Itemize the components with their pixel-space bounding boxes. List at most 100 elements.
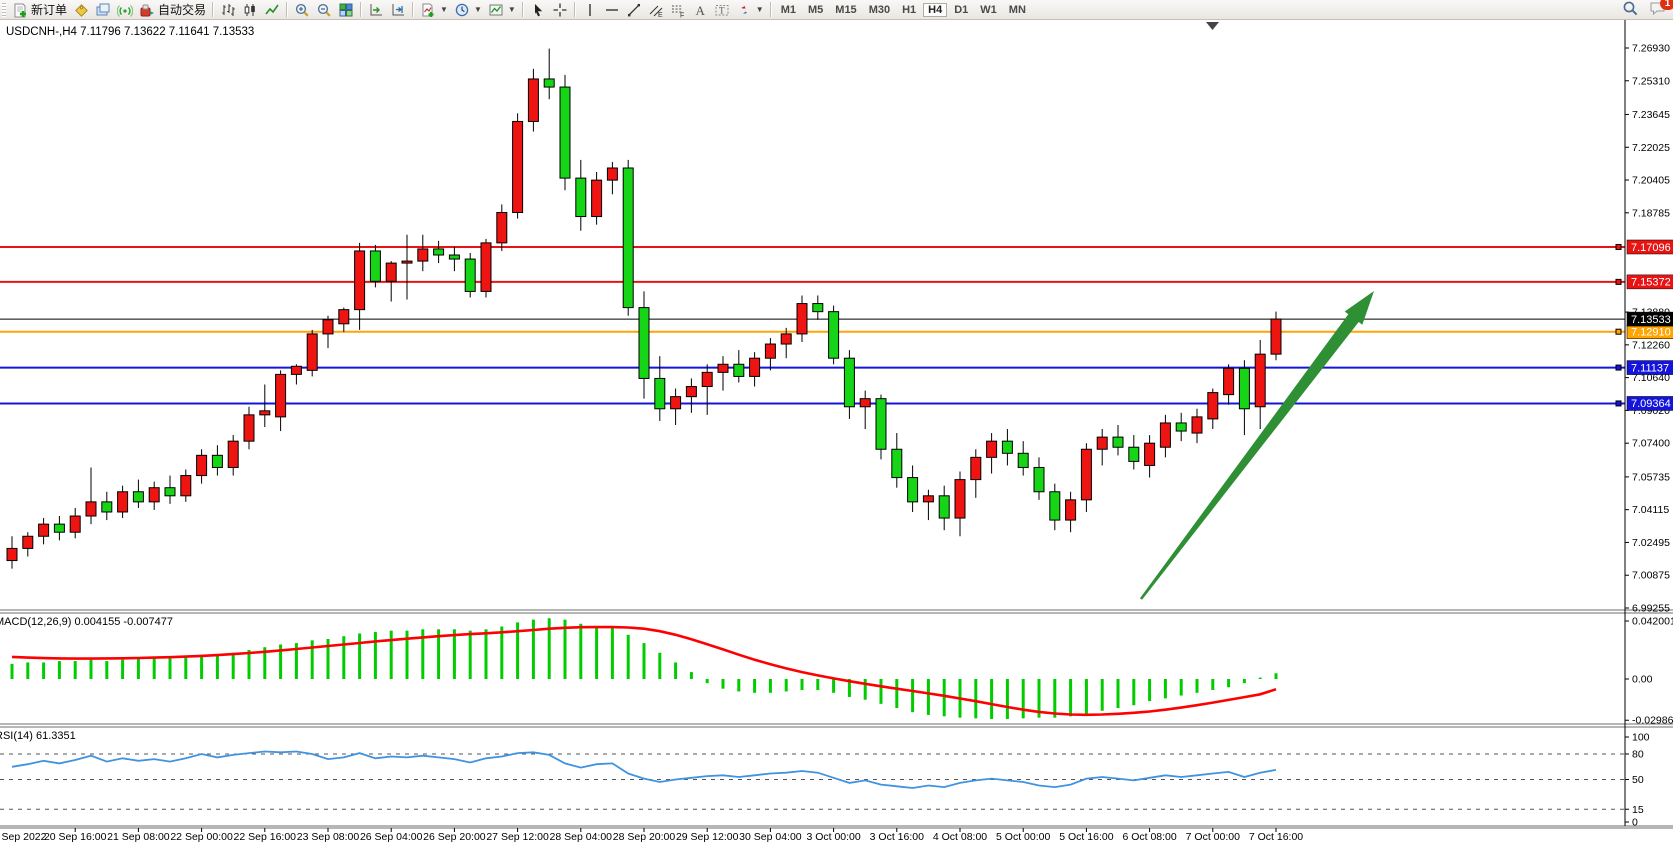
- zoom-in-button[interactable]: [291, 1, 313, 18]
- time-label: 28 Sep 20:00: [613, 831, 676, 843]
- candle-down: [1001, 440, 1013, 454]
- notifications-button[interactable]: 1: [1649, 0, 1673, 19]
- channel-icon: E: [648, 2, 664, 18]
- candle-up: [717, 363, 729, 373]
- timeframe-M15[interactable]: M15: [835, 3, 857, 16]
- macd-axis-label: 0.042001: [1632, 616, 1673, 628]
- candle-down: [733, 363, 745, 377]
- crosshair-button[interactable]: [549, 1, 571, 18]
- horizontal-line-button[interactable]: [601, 1, 623, 18]
- templates-button[interactable]: ▼: [485, 1, 519, 18]
- candle-down: [1049, 491, 1061, 521]
- candle-down: [543, 78, 555, 88]
- price-line-label: 7.17096: [1626, 239, 1673, 255]
- candle-up: [6, 547, 18, 562]
- timeframe-MN[interactable]: MN: [1008, 3, 1026, 16]
- new-order-button[interactable]: 新订单: [9, 1, 70, 18]
- candle-up: [527, 78, 539, 122]
- fibonacci-button[interactable]: F: [667, 1, 689, 18]
- candle-up: [1207, 392, 1219, 420]
- cursor-button[interactable]: [527, 1, 549, 18]
- trendline-icon: [626, 2, 642, 18]
- zoom-out-button[interactable]: [313, 1, 335, 18]
- candle-up: [685, 386, 697, 398]
- arrows-button[interactable]: ▼: [733, 1, 767, 18]
- toolbar-grip[interactable]: [2, 2, 6, 17]
- svg-text:7.09364: 7.09364: [1631, 398, 1671, 410]
- price-tick-label: 7.20405: [1632, 175, 1670, 187]
- time-label: 26 Sep 04:00: [360, 831, 423, 843]
- price-tick-label: 7.00875: [1632, 570, 1670, 582]
- time-label: 27 Sep 12:00: [486, 831, 549, 843]
- time-label: Sep 2022: [2, 831, 47, 843]
- candle-up: [701, 371, 713, 388]
- candle-up: [780, 333, 792, 345]
- candle-up: [354, 250, 366, 311]
- dropdown-caret-icon: ▼: [755, 5, 764, 14]
- tile-windows-button[interactable]: [335, 1, 357, 18]
- candle-down: [369, 250, 381, 282]
- search-icon[interactable]: [1622, 0, 1639, 20]
- vertical-line-button[interactable]: [579, 1, 601, 18]
- chart-shift-button[interactable]: [387, 1, 409, 18]
- toolbar-right: 1: [1622, 0, 1673, 20]
- timeframe-M1[interactable]: M1: [780, 3, 796, 16]
- candle-down: [53, 523, 65, 533]
- timeframe-W1[interactable]: W1: [980, 3, 997, 16]
- text-button[interactable]: A: [689, 1, 711, 18]
- macd-label: MACD(12,26,9) 0.004155 -0.007477: [0, 616, 173, 628]
- price-line-label: 7.13533: [1626, 311, 1673, 327]
- price-axis[interactable]: 7.26930 7.25310 7.23645 7.22025 7.20405 7.187…: [1624, 19, 1673, 829]
- timeframe-M30[interactable]: M30: [868, 3, 891, 16]
- indicators-button[interactable]: ▼: [417, 1, 451, 18]
- timeframe-H1[interactable]: H1: [902, 3, 917, 16]
- candle-up: [859, 398, 871, 408]
- svg-text:F: F: [680, 12, 684, 18]
- charts-window-button[interactable]: [92, 1, 114, 18]
- time-label: 3 Oct 00:00: [806, 831, 860, 843]
- candle-up: [148, 487, 160, 503]
- candle-down: [843, 357, 855, 408]
- channel-button[interactable]: E: [645, 1, 667, 18]
- text-label-button[interactable]: T: [711, 1, 733, 18]
- trend-arrow-annotation[interactable]: [1140, 291, 1374, 600]
- rsi-axis-label: 50: [1632, 774, 1644, 786]
- toolbar-separator: [573, 2, 576, 17]
- rsi-label: RSI(14) 61.3351: [0, 730, 76, 742]
- candle-down: [448, 254, 460, 260]
- candlestick-icon: [242, 2, 258, 18]
- timeframe-M5[interactable]: M5: [808, 3, 824, 16]
- bar-chart-button[interactable]: [217, 1, 239, 18]
- candle-down: [1033, 466, 1045, 493]
- candle-up: [1159, 422, 1171, 448]
- auto-scroll-button[interactable]: [365, 1, 387, 18]
- template-chart-icon: [488, 2, 504, 18]
- main-chart-pane: [0, 22, 1625, 600]
- signal-button[interactable]: [114, 1, 136, 18]
- hline-marker: [1615, 278, 1622, 285]
- price-tick-label: 7.10640: [1632, 372, 1670, 384]
- candlestick-chart-button[interactable]: [239, 1, 261, 18]
- clock-icon: [454, 2, 470, 18]
- candle-up: [1254, 353, 1266, 408]
- chart-shift-marker[interactable]: [1206, 22, 1219, 30]
- timeframe-H4[interactable]: H4: [923, 2, 948, 17]
- indicators-icon: [420, 2, 436, 18]
- svg-text:7.17096: 7.17096: [1631, 242, 1671, 254]
- auto-trading-button[interactable]: 自动交易: [136, 1, 209, 18]
- timeframe-D1[interactable]: D1: [954, 3, 969, 16]
- candle-up: [227, 440, 239, 468]
- candle-up: [796, 303, 808, 335]
- candle-up: [1096, 436, 1108, 450]
- candle-up: [606, 167, 618, 181]
- candle-up: [401, 260, 413, 264]
- line-chart-button[interactable]: [261, 1, 283, 18]
- time-label: 3 Oct 16:00: [870, 831, 924, 843]
- trendline-button[interactable]: [623, 1, 645, 18]
- candlestick-series: [6, 48, 1282, 569]
- fibonacci-icon: F: [670, 2, 686, 18]
- periods-button[interactable]: ▼: [451, 1, 485, 18]
- symbols-button[interactable]: [70, 1, 92, 18]
